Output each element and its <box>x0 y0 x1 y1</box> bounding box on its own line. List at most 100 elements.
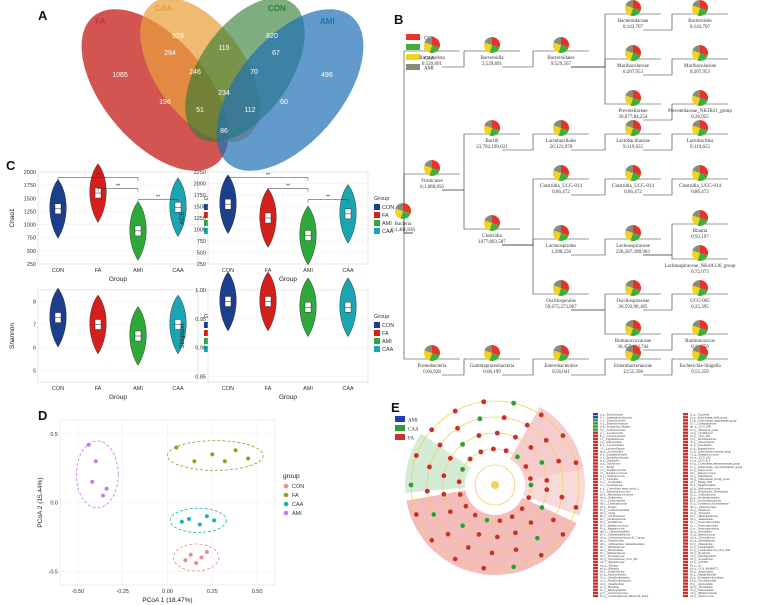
lefse-taxon-label: k3: g__Faecalibaculum <box>690 580 717 583</box>
tree-node-stat: 1;390,250 <box>551 250 572 255</box>
pie-slice <box>553 42 561 53</box>
lefse-swatch <box>683 588 688 591</box>
lefse-swatch <box>683 551 688 554</box>
significance-bracket <box>307 199 349 203</box>
lefse-taxon-label: c2: g__Papillibacter <box>690 475 713 478</box>
lefse-taxon-label: f0: g__Lachnoclostridium <box>600 509 630 512</box>
lefse-taxon-label: g0: g__Dorea <box>600 512 616 515</box>
clade-node <box>454 425 461 431</box>
clade-node <box>480 565 487 571</box>
venn-count-caa-ami: 60 <box>280 99 288 106</box>
lefse-taxon-label: e: g__Escherichia_Shigella <box>600 426 631 429</box>
lefse-swatch <box>593 425 598 428</box>
x-axis-label: Group <box>279 276 297 283</box>
pie-slice <box>700 165 708 176</box>
pie-slice <box>625 280 633 288</box>
lefse-taxon-label: b0: g__Romboutsia <box>600 497 623 500</box>
tree-node-name: Lachnospiraceae_NK4A136_group <box>664 264 736 269</box>
x-tick-label: FA <box>95 386 102 392</box>
tree-branch <box>643 223 728 256</box>
lefse-swatch <box>593 514 598 518</box>
lefse-swatch <box>683 456 688 459</box>
legend-marker-con <box>283 483 289 489</box>
significance-label: ** <box>156 195 161 201</box>
x-tick-label: -0.50 <box>72 589 85 595</box>
lefse-swatch <box>593 557 598 561</box>
pcoa-plot: -0.50 -0.25 0.00 0.25 0.50 -0.5 0.0 0.5 PCoA 1 (… <box>37 419 304 604</box>
pie-slice <box>700 320 708 331</box>
lefse-taxon-label: i2: g__Colidextribacter <box>690 493 716 496</box>
pie-slice <box>625 285 633 296</box>
pie-slice <box>553 350 561 361</box>
clade-node <box>539 459 545 466</box>
pie-slice <box>692 0 700 8</box>
clade-node <box>519 505 525 512</box>
clade-node <box>525 494 532 501</box>
lefse-taxon-label: v0: g__Prevotellaceae_UCG_001 <box>600 558 638 561</box>
tree-node-stat: 0;529,891 <box>422 62 443 67</box>
clade-node <box>426 464 433 470</box>
lefse-taxon-label: f1: o__Rhodospirillales <box>600 589 626 592</box>
lefse-swatch <box>593 579 598 582</box>
point-fa <box>192 459 197 464</box>
violin-chart-shannon: 5678ShannonGroupCONFAAMICAAGroupCONFAAMI… <box>9 287 224 401</box>
legend-label-fa: FA <box>382 331 389 337</box>
lefse-taxon-label: r1: g__Anaerotruncus <box>690 441 714 444</box>
clade-node <box>459 522 466 529</box>
y-tick-label: 1000 <box>194 228 206 234</box>
lefse-swatch <box>593 536 598 539</box>
venn-count-ami: 496 <box>321 72 333 79</box>
lefse-taxon-label: t1: g__Pygmaiobacter <box>690 447 715 450</box>
legend-title: Group <box>374 314 389 320</box>
pie-slice <box>700 345 708 356</box>
pie-slice <box>697 288 708 296</box>
lefse-swatch <box>683 465 688 468</box>
tree-branch <box>403 232 460 360</box>
clade-node <box>467 456 473 462</box>
lefse-taxon-label: y: g__Clostridium_sensu_stricto_1 <box>600 487 640 490</box>
lefse-taxon-label: e3: g__ASF356 <box>690 561 708 564</box>
pie-slice <box>630 288 641 296</box>
point-ami <box>104 486 109 491</box>
y-tick-label: 1000 <box>24 223 36 229</box>
lefse-swatch <box>683 419 688 422</box>
lefse-swatch <box>683 594 688 598</box>
lefse-taxon-label: a3: g__Lachnospiraceae_UCG_006 <box>690 549 731 552</box>
x-tick-label: CON <box>52 268 64 274</box>
clade-node <box>513 546 519 553</box>
lefse-swatch <box>683 523 688 527</box>
lefse-swatch <box>683 591 688 595</box>
venn-label-fa: FA <box>95 17 105 26</box>
ellipse-con <box>173 543 220 572</box>
lefse-swatch <box>593 511 598 514</box>
lefse-taxon-label: w1: g__UCG_010 <box>690 457 711 460</box>
lefse-taxon-label: b2: f__Peptococcaceae <box>690 472 716 475</box>
violin-chart-ace: 250 500 750 1000 1250 1500 1750 2000 2250 ACE Grou… <box>179 170 394 283</box>
lefse-taxon-label: q1: f__Oscillospiraceae <box>690 438 717 441</box>
lefse-taxon-label: a1: g__Parabacteroides <box>600 574 626 577</box>
legend-swatch-fa <box>204 212 210 218</box>
lefse-taxon-label: t: f__Staphylococcaceae <box>600 472 628 475</box>
pie-slice <box>700 0 708 11</box>
pie-slice <box>625 45 633 53</box>
lefse-swatch <box>683 490 688 493</box>
tree-node-stat: 0;92,197 <box>691 235 709 240</box>
ellipse-caa <box>169 507 227 533</box>
pie-slice <box>424 345 432 353</box>
pie-slice <box>492 215 500 226</box>
clade-root <box>491 481 499 489</box>
lefse-taxon-label: i3: g__Negativibacillus <box>690 574 716 577</box>
lefse-taxon-label: i1: g__Tuzzerella <box>690 413 710 416</box>
lefse-swatch <box>593 453 598 456</box>
lefse-taxon-label: d0: f__Lachnospiraceae <box>600 503 628 506</box>
point-fa <box>233 448 238 453</box>
lefse-swatch <box>593 477 598 481</box>
lefse-swatch <box>683 548 688 551</box>
lefse-swatch <box>593 483 598 487</box>
lefse-swatch <box>593 567 598 570</box>
lefse-taxon-label: q0: o__Veillonellales_Selenomonadales <box>600 543 645 546</box>
